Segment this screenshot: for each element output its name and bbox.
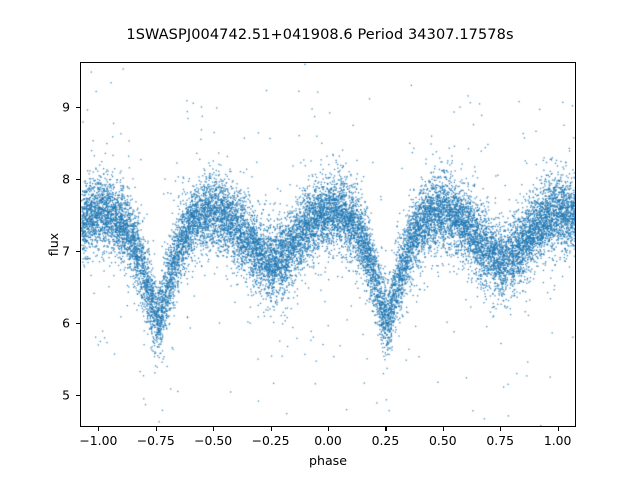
x-axis-label: phase — [308, 453, 347, 468]
x-tick — [328, 427, 330, 431]
y-tick — [76, 322, 80, 324]
y-tick — [76, 106, 80, 108]
y-tick — [76, 250, 80, 252]
y-tick-label: 6 — [62, 315, 70, 331]
y-tick — [76, 394, 80, 396]
y-tick — [76, 178, 80, 180]
scatter-points-layer — [81, 63, 575, 426]
x-tick — [155, 427, 157, 431]
y-tick-label: 8 — [62, 171, 70, 187]
y-tick-label: 9 — [62, 99, 70, 115]
x-tick-label: −0.25 — [251, 433, 290, 448]
x-tick-label: −0.50 — [194, 433, 233, 448]
y-tick-label: 5 — [62, 387, 70, 403]
x-tick — [98, 427, 100, 431]
x-tick — [500, 427, 502, 431]
chart-title: 1SWASPJ004742.51+041908.6 Period 34307.1… — [126, 27, 514, 43]
x-tick-label: 1.00 — [543, 433, 572, 448]
x-tick-label: −0.75 — [136, 433, 175, 448]
y-axis-label: flux — [46, 232, 61, 257]
x-tick-label: −1.00 — [79, 433, 118, 448]
x-tick-label: 0.75 — [486, 433, 515, 448]
x-tick — [270, 427, 272, 431]
x-tick-label: 0.00 — [314, 433, 342, 448]
x-tick — [213, 427, 215, 431]
plot-area — [80, 62, 576, 427]
x-tick — [385, 427, 387, 431]
x-tick-label: 0.25 — [371, 433, 400, 448]
x-tick — [442, 427, 444, 431]
y-tick-label: 7 — [62, 243, 70, 259]
x-tick-label: 0.50 — [429, 433, 457, 448]
x-tick — [557, 427, 559, 431]
